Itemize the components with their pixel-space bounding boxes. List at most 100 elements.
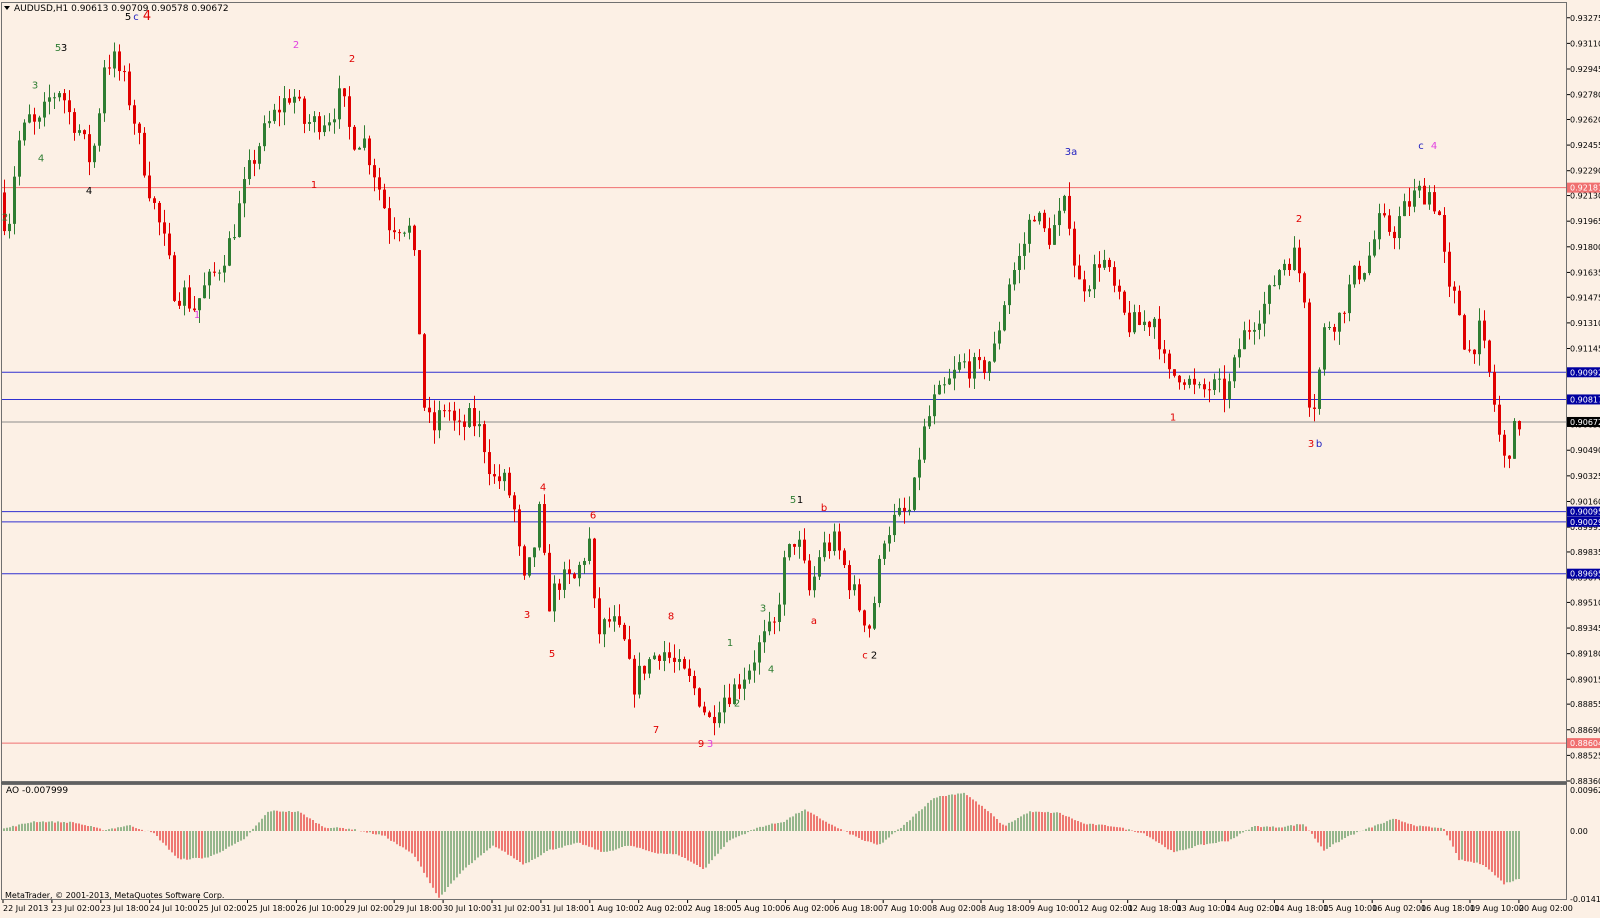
candle-37 — [188, 275, 191, 312]
candle-291 — [1458, 285, 1461, 316]
candle-193 — [968, 349, 971, 388]
time-label-10: 31 Jul 02:00 — [492, 904, 540, 913]
candle-66 — [333, 108, 336, 134]
candle-186 — [933, 384, 936, 425]
candle-55 — [278, 96, 281, 127]
candle-180 — [903, 497, 906, 524]
candle-271 — [1358, 260, 1361, 285]
candle-60 — [303, 96, 306, 134]
candle-216 — [1083, 270, 1086, 302]
time-label-24: 13 Aug 10:00 — [1177, 904, 1231, 913]
candle-91 — [458, 408, 461, 436]
candle-155 — [778, 592, 781, 632]
candle-67 — [338, 75, 341, 129]
time-label-31: 20 Aug 02:00 — [1519, 904, 1573, 913]
candle-22 — [113, 42, 116, 78]
candle-197 — [988, 360, 991, 381]
candle-21 — [108, 54, 111, 75]
wave-label-3: 5 — [55, 43, 61, 54]
time-label-3: 24 Jul 10:00 — [150, 904, 198, 913]
time-label-6: 26 Jul 10:00 — [296, 904, 344, 913]
candle-2 — [13, 166, 16, 235]
candle-211 — [1058, 198, 1061, 236]
candle-73 — [368, 135, 371, 175]
candle-199 — [998, 321, 1001, 350]
candle-196 — [983, 356, 986, 380]
candle-122 — [613, 605, 616, 632]
candle-187 — [938, 380, 941, 395]
candle-224 — [1123, 290, 1126, 316]
price-tick-17: 0.90490 — [1570, 446, 1600, 455]
candle-42 — [213, 262, 216, 277]
time-label-22: 12 Aug 02:00 — [1079, 904, 1133, 913]
candle-0 — [3, 179, 6, 236]
candle-241 — [1208, 381, 1211, 403]
candle-52 — [263, 115, 266, 152]
candle-192 — [963, 353, 966, 369]
wave-label-1: 3 — [32, 80, 38, 91]
wave-label-5: 4 — [86, 186, 92, 197]
time-label-13: 2 Aug 02:00 — [639, 904, 688, 913]
candle-215 — [1078, 254, 1081, 280]
candle-257 — [1288, 258, 1291, 276]
wave-label-0: 2 — [2, 212, 8, 223]
candle-272 — [1363, 272, 1366, 282]
price-tag-text-0: 0.92181 — [1570, 184, 1600, 193]
candle-288 — [1443, 207, 1446, 264]
price-tick-24: 0.89345 — [1570, 624, 1600, 633]
candle-15 — [78, 124, 81, 136]
wave-label-10: 2 — [293, 40, 299, 51]
candle-173 — [868, 624, 871, 638]
candle-239 — [1198, 381, 1201, 389]
candle-300 — [1503, 429, 1506, 468]
price-tag-0.92181 — [1567, 182, 1600, 193]
candle-182 — [913, 477, 916, 512]
wave-label-37: 2 — [871, 650, 877, 661]
candle-113 — [568, 559, 571, 585]
candle-59 — [298, 90, 301, 102]
time-label-26: 14 Aug 18:00 — [1274, 904, 1328, 913]
time-label-1: 23 Jul 02:00 — [52, 904, 100, 913]
wave-label-6: 5 — [125, 12, 131, 23]
wave-label-25: 7 — [653, 725, 659, 736]
candle-117 — [588, 527, 591, 565]
candle-134 — [673, 644, 676, 673]
candle-40 — [203, 272, 206, 299]
candle-1 — [8, 213, 11, 239]
candle-146 — [733, 678, 736, 705]
candle-9 — [48, 84, 51, 115]
candle-93 — [468, 403, 471, 429]
candle-136 — [683, 656, 686, 670]
wave-label-7: c — [133, 12, 139, 23]
dropdown-triangle-icon[interactable] — [4, 6, 10, 10]
wave-label-28: 2 — [734, 698, 740, 709]
candle-141 — [708, 710, 711, 718]
candle-166 — [833, 523, 836, 556]
candle-78 — [393, 217, 396, 240]
candle-246 — [1233, 354, 1236, 388]
candle-296 — [1483, 310, 1486, 349]
price-tick-8: 0.91965 — [1570, 217, 1600, 226]
wave-label-18: c — [1418, 141, 1424, 152]
candle-111 — [558, 578, 561, 600]
candle-126 — [633, 655, 636, 708]
candle-225 — [1128, 300, 1131, 337]
candle-68 — [343, 87, 346, 107]
candle-109 — [548, 544, 551, 612]
candle-232 — [1163, 339, 1166, 364]
price-tick-10: 0.91635 — [1570, 268, 1600, 277]
candle-260 — [1303, 271, 1306, 309]
candle-273 — [1368, 242, 1371, 276]
price-tick-12: 0.91310 — [1570, 319, 1600, 328]
time-label-7: 29 Jul 02:00 — [345, 904, 393, 913]
wave-label-16: 3 — [1308, 439, 1314, 450]
candle-33 — [168, 222, 171, 260]
price-tick-19: 0.90160 — [1570, 497, 1600, 506]
candle-293 — [1468, 340, 1471, 353]
price-tick-3: 0.92780 — [1570, 91, 1600, 100]
candle-175 — [878, 555, 881, 608]
candle-240 — [1203, 378, 1206, 398]
candle-17 — [88, 124, 91, 176]
